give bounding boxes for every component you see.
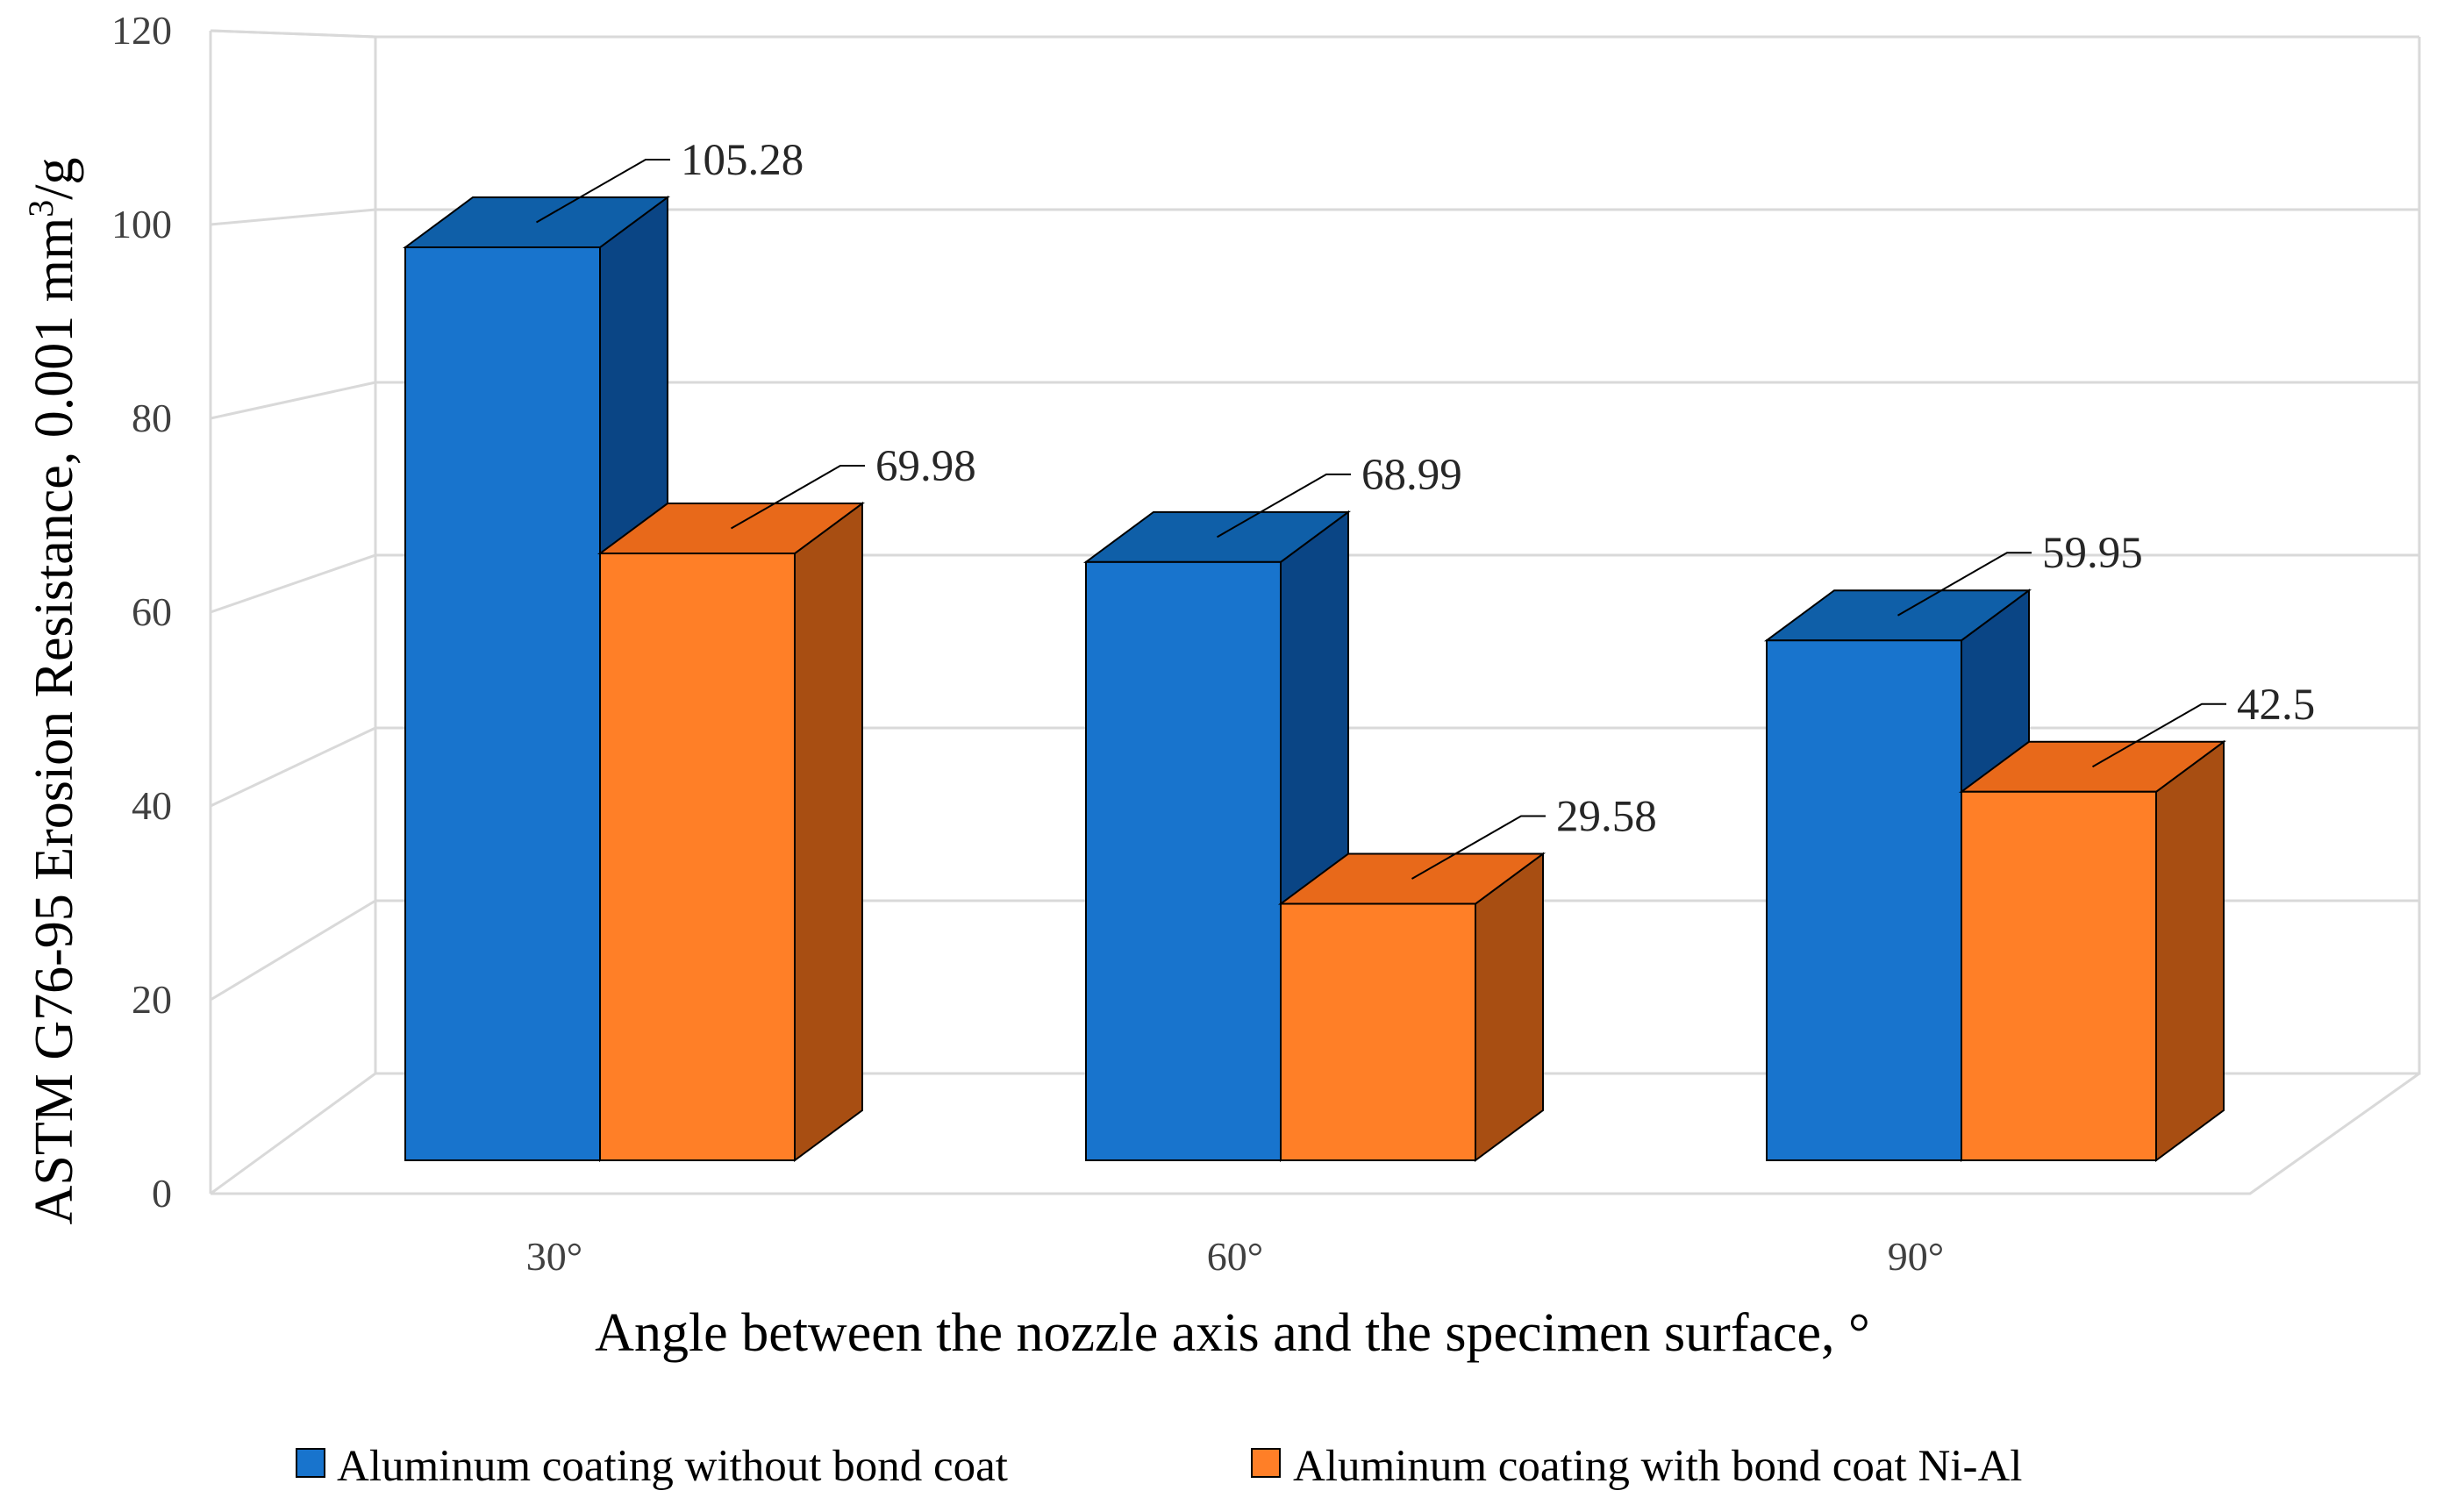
- bar: [1958, 739, 2227, 1162]
- data-label: 69.98: [875, 442, 976, 491]
- y-axis-title-main: ASTM G76-95 Erosion Resistance, 0.001 mm: [25, 218, 84, 1225]
- x-axis-ticks: 30° 60° 90°: [526, 1234, 1944, 1279]
- gridline-side: [210, 553, 376, 614]
- y-axis-title-superscript: 3: [21, 200, 61, 218]
- data-labels: 105.28 69.98 68.99 29.58 59.95 42.5: [536, 136, 2315, 880]
- data-label-leader: [1411, 815, 1546, 880]
- legend-swatch-series-1: [296, 1448, 325, 1478]
- x-tick-label: 90°: [1888, 1234, 1944, 1279]
- y-tick-label: 120: [111, 8, 172, 53]
- x-tick-label: 30°: [526, 1234, 582, 1279]
- y-axis-title: ASTM G76-95 Erosion Resistance, 0.001 mm…: [21, 158, 84, 1225]
- y-tick-label: 80: [132, 396, 172, 440]
- bar-front-face: [1085, 560, 1282, 1161]
- data-label: 105.28: [681, 136, 804, 185]
- y-tick-label: 100: [111, 202, 172, 246]
- gridline-side: [210, 381, 376, 420]
- data-label: 59.95: [2042, 529, 2143, 578]
- bar-front-face: [404, 246, 601, 1161]
- floor-side-edge: [210, 1072, 376, 1195]
- gridline-side: [210, 726, 376, 808]
- bar-side-face: [794, 502, 863, 1162]
- legend: Aluminum coating without bond coat Alumi…: [296, 1442, 2022, 1491]
- data-label: 29.58: [1556, 793, 1657, 842]
- x-tick-label: 60°: [1207, 1234, 1263, 1279]
- bar: [1277, 852, 1547, 1162]
- bar-side-face: [2155, 739, 2225, 1162]
- y-tick-label: 60: [132, 589, 172, 634]
- data-label: 68.99: [1361, 451, 1462, 500]
- bar: [596, 502, 866, 1162]
- y-axis-title-tail: /g: [25, 158, 84, 200]
- data-label: 42.5: [2237, 681, 2315, 730]
- legend-swatch-series-2: [1251, 1448, 1281, 1478]
- data-label-leader: [1897, 552, 2032, 617]
- data-label-leader: [1217, 473, 1351, 538]
- data-label-leader: [731, 465, 865, 530]
- gridline-side: [210, 899, 376, 1002]
- legend-label-series-2: Aluminum coating with bond coat Ni-Al: [1293, 1442, 2022, 1491]
- y-tick-label: 40: [132, 783, 172, 828]
- legend-label-series-1: Aluminum coating without bond coat: [337, 1442, 1008, 1491]
- y-tick-label: 0: [152, 1171, 172, 1216]
- y-axis-ticks: 0 20 40 60 80 100 120: [111, 8, 172, 1216]
- bar-front-face: [1961, 790, 2157, 1161]
- bar-front-face: [1280, 902, 1476, 1161]
- bar-side-face: [1475, 852, 1544, 1162]
- bar-front-face: [599, 553, 796, 1161]
- floor-outline: [211, 1072, 2420, 1195]
- data-label-leader: [2092, 703, 2226, 768]
- x-axis-title: Angle between the nozzle axis and the sp…: [595, 1303, 1870, 1363]
- bars: [402, 196, 2227, 1162]
- gridline-side: [210, 208, 376, 226]
- gridline-side: [210, 29, 376, 39]
- bar-front-face: [1766, 639, 1962, 1161]
- data-label-leader: [536, 159, 670, 224]
- y-tick-label: 20: [132, 977, 172, 1022]
